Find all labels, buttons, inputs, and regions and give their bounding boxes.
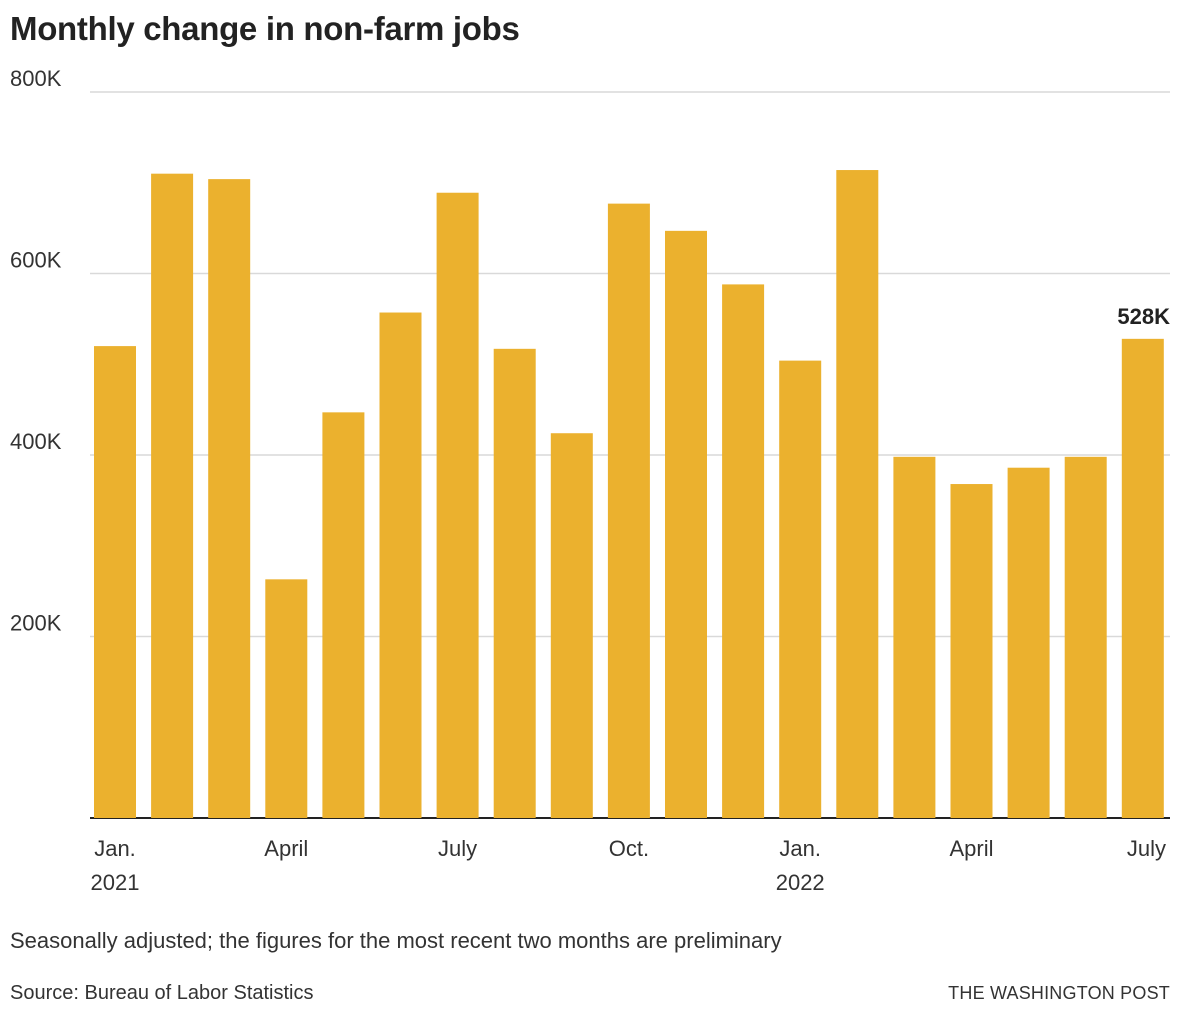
x-tick-label: July [438, 836, 477, 861]
y-tick-label: 200K [10, 611, 62, 636]
x-tick-label: Jan. [779, 836, 821, 861]
x-tick-label: April [949, 836, 993, 861]
bar [1007, 467, 1050, 818]
bar [893, 456, 936, 818]
x-tick-label: April [264, 836, 308, 861]
y-tick-label: 800K [10, 66, 62, 91]
bar [665, 230, 707, 818]
bar [151, 173, 194, 819]
bar [607, 203, 650, 818]
bar [836, 170, 879, 819]
x-tick-sublabel: 2021 [91, 870, 140, 895]
bar [779, 360, 822, 818]
chart-title: Monthly change in non-farm jobs [10, 10, 520, 47]
source-line: Source: Bureau of Labor Statistics [10, 982, 314, 1004]
bar [379, 312, 422, 818]
chart-note: Seasonally adjusted; the figures for the… [10, 928, 782, 953]
publisher-credit: THE WASHINGTON POST [948, 983, 1170, 1003]
y-tick-label: 600K [10, 248, 62, 273]
x-tick-label: Oct. [609, 836, 649, 861]
data-label-528k: 528K [1117, 304, 1170, 329]
annotations: 528K [1117, 304, 1170, 329]
x-axis-labels: Jan. 2021 April July Oct. Jan. 2022 April July [91, 836, 1166, 895]
bar [1064, 456, 1107, 818]
bar [265, 579, 308, 818]
bar [722, 284, 765, 818]
bar [1121, 338, 1164, 818]
x-tick-label: Jan. [94, 836, 136, 861]
bar [208, 179, 251, 818]
bar [550, 433, 593, 818]
y-axis-labels: 200K 400K 600K 800K [10, 66, 62, 636]
y-tick-label: 400K [10, 429, 62, 454]
bar [94, 346, 136, 818]
bar [322, 412, 365, 818]
x-tick-label: July [1127, 836, 1166, 861]
bars [94, 170, 1164, 819]
bar [493, 348, 536, 818]
x-tick-sublabel: 2022 [776, 870, 825, 895]
bar [950, 484, 993, 818]
bar [436, 192, 479, 819]
